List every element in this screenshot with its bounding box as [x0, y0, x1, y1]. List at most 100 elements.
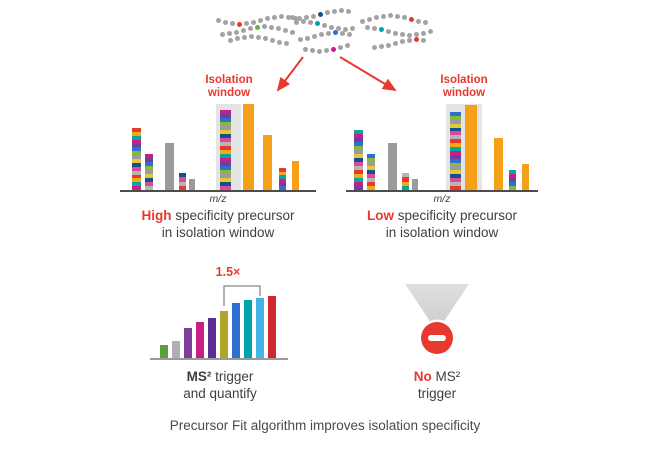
peptide-dot — [386, 43, 391, 48]
peptide-dot — [414, 32, 419, 37]
spectrum-axis — [120, 190, 316, 192]
peptide-dot — [329, 25, 334, 30]
peptide-dot — [312, 34, 317, 39]
peptide-dot — [402, 15, 407, 20]
spectrum-peak — [189, 179, 195, 190]
spectrum-peak — [388, 143, 397, 190]
spectrum-peak-stacked — [354, 130, 363, 190]
peptide-dot — [251, 20, 256, 25]
spectrum-peak-stacked — [179, 173, 186, 190]
peptide-dot — [409, 17, 414, 22]
spectrum-peak — [292, 161, 299, 190]
spectrum-peak — [412, 179, 418, 190]
caption-highlight: Low — [366, 208, 394, 223]
iso-label-line2: window — [207, 87, 251, 99]
spectrum-peak-stacked — [279, 168, 286, 190]
peptide-dot — [223, 20, 228, 25]
caption-line2: in isolation window — [161, 225, 275, 240]
peptide-dot — [372, 45, 377, 50]
peptide-dot — [263, 36, 268, 41]
peptide-dot — [336, 26, 341, 31]
caption-line2: in isolation window — [385, 225, 499, 240]
peptide-dot — [395, 14, 400, 19]
peptide-dot — [339, 8, 344, 13]
spectrum-peak — [263, 135, 272, 190]
peptide-dot — [298, 37, 303, 42]
trigger-chart-bar — [208, 318, 216, 358]
peptide-dot — [318, 12, 323, 17]
peptide-dot — [381, 14, 386, 19]
peptide-dot — [290, 15, 295, 20]
peptide-dot — [332, 9, 337, 14]
peptide-dot — [379, 44, 384, 49]
peptide-dot — [308, 20, 313, 25]
peptide-dot — [345, 43, 350, 48]
peptide-dot — [367, 17, 372, 22]
caption-text: specificity precursor — [171, 208, 295, 223]
spectrum-peak-stacked — [220, 110, 231, 190]
peptide-dot — [284, 41, 289, 46]
trigger-chart-axis — [150, 358, 288, 360]
ratio-value-label: 1.5× — [215, 265, 241, 279]
peptide-dot — [242, 35, 247, 40]
caption-text: specificity precursor — [393, 208, 518, 223]
spectrum-peak-stacked — [450, 112, 461, 190]
no-bold: No — [413, 369, 432, 384]
peptide-dot — [230, 21, 235, 26]
ms2-bold: MS² — [186, 369, 212, 384]
peptide-dot — [301, 19, 306, 24]
peptide-dot — [428, 29, 433, 34]
peptide-dot — [324, 48, 329, 53]
peptide-dot — [360, 19, 365, 24]
peptide-dot — [326, 31, 331, 36]
peptide-dot — [276, 26, 281, 31]
ms2-trigger-caption: MS² trigger and quantify — [150, 368, 290, 402]
peptide-dot — [315, 21, 320, 26]
peptide-dot — [400, 39, 405, 44]
peptide-dot — [322, 23, 327, 28]
peptide-dot — [235, 36, 240, 41]
mz-axis-label-right: m/z — [433, 193, 451, 205]
peptide-dot — [277, 40, 282, 45]
peptide-dot — [407, 38, 412, 43]
spectrum-peak — [165, 143, 174, 190]
peptide-dot — [283, 28, 288, 33]
ratio-bracket — [223, 285, 261, 306]
peptide-dot — [256, 35, 261, 40]
peptide-dot — [346, 9, 351, 14]
trigger-chart-bar — [232, 303, 240, 358]
peptide-dot — [297, 16, 302, 21]
peptide-dot — [333, 30, 338, 35]
peptide-dot — [416, 19, 421, 24]
spectrum-peak — [243, 104, 254, 190]
peptide-dot — [310, 48, 315, 53]
iso-label-line1: Isolation — [440, 74, 488, 86]
peptide-dot — [317, 49, 322, 54]
spectrum-peak-stacked — [367, 154, 375, 190]
peptide-dot — [269, 25, 274, 30]
spectrum-axis — [346, 190, 538, 192]
peptide-dot — [303, 47, 308, 52]
peptide-dot — [279, 14, 284, 19]
peptide-dot — [241, 28, 246, 33]
peptide-dot — [423, 20, 428, 25]
peptide-dot — [290, 30, 295, 35]
peptide-dot — [304, 15, 309, 20]
peptide-dot — [331, 47, 336, 52]
trigger-chart-bar — [172, 341, 180, 358]
peptide-dot — [386, 29, 391, 34]
trigger-chart-bar — [256, 298, 264, 358]
trigger-chart-bar — [268, 296, 276, 358]
isolation-window-label-left: Isolation window — [186, 74, 272, 100]
no-rest: MS² — [431, 369, 461, 384]
iso-label-line2: window — [442, 87, 486, 99]
peptide-dot — [237, 22, 242, 27]
spectrum-peak-stacked — [145, 154, 153, 190]
peptide-dot — [305, 36, 310, 41]
peptide-dot — [338, 45, 343, 50]
peptide-dot — [272, 15, 277, 20]
peptide-dot — [393, 41, 398, 46]
ms2-rest: trigger — [211, 369, 254, 384]
spectrum-peak — [522, 164, 529, 190]
